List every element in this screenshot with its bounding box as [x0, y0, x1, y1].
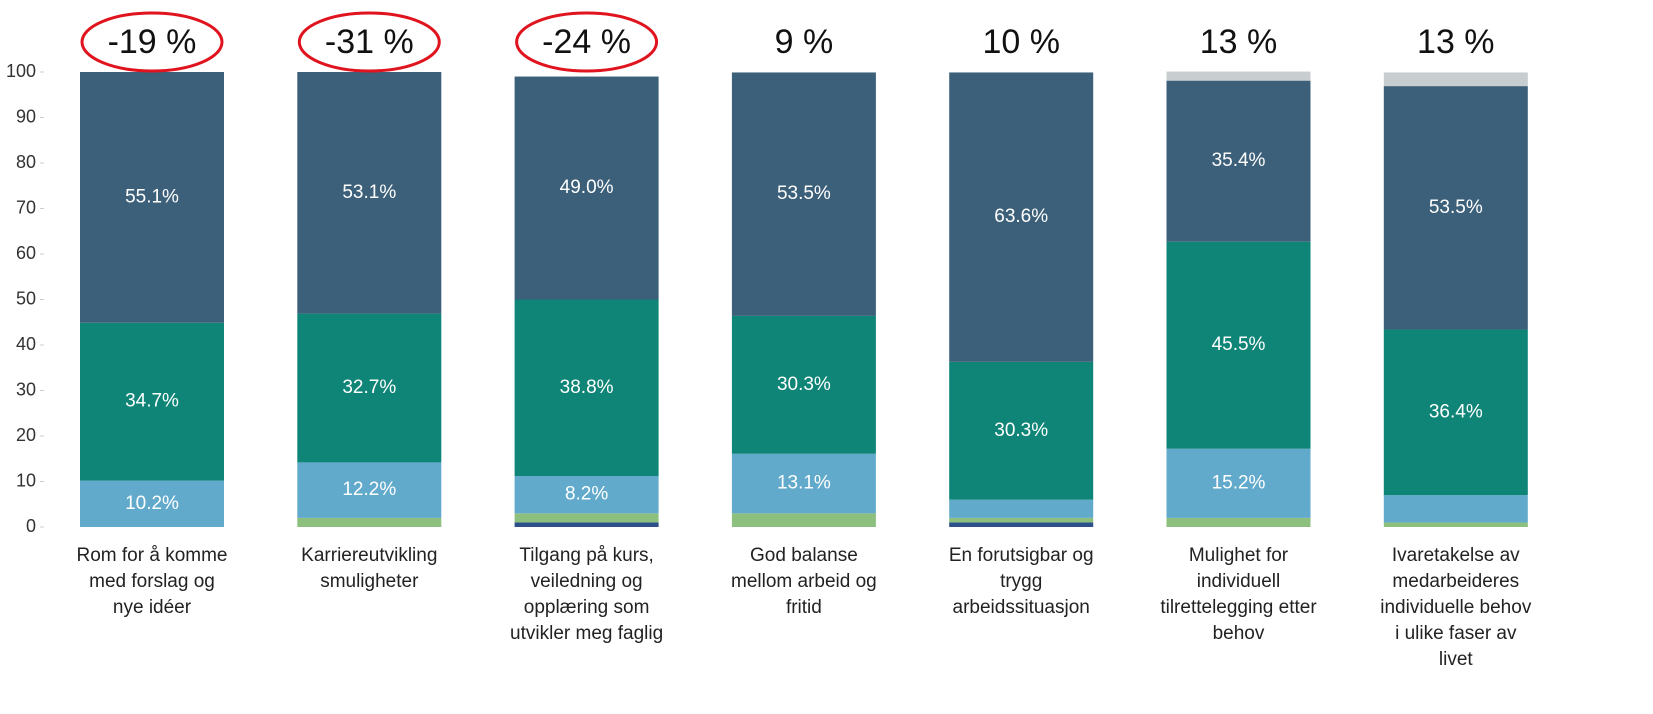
y-tick-label: 20 — [16, 425, 36, 445]
y-tick-label: 40 — [16, 334, 36, 354]
bar-segment — [1166, 71, 1311, 81]
y-tick-label: 30 — [16, 379, 36, 399]
value-label: 10.2% — [125, 493, 179, 514]
annotation: 10 % — [982, 23, 1060, 61]
x-tick-label: Rom for å komme med forslag og nye idéer — [76, 545, 228, 618]
value-label: 35.4% — [1212, 150, 1266, 171]
bar-segment — [297, 517, 442, 527]
bar-segment — [731, 513, 876, 527]
bar-segment — [514, 76, 659, 300]
x-tick-label: Tilgang på kurs, veiledning og opplæring… — [510, 545, 664, 644]
annotation: 13 % — [1417, 23, 1495, 61]
bar-segment — [514, 476, 659, 514]
bar-segment — [949, 517, 1094, 523]
bar-segment — [1383, 522, 1528, 527]
value-label: 13.1% — [777, 473, 831, 494]
y-tick-label: 70 — [16, 197, 36, 217]
y-tick-label: 10 — [16, 470, 36, 490]
bar-segment — [297, 72, 442, 314]
bar-segment — [731, 315, 876, 454]
value-label: 49.0% — [560, 177, 614, 198]
bar-segment — [1383, 329, 1528, 496]
annotation-circle — [80, 11, 224, 73]
bar-segment — [949, 72, 1094, 362]
bar-segment — [514, 299, 659, 477]
bar-segment — [949, 361, 1094, 500]
bar-segment — [1383, 86, 1528, 330]
y-tick-label: 80 — [16, 152, 36, 172]
value-label: 30.3% — [994, 420, 1048, 441]
bar-segment — [1166, 448, 1311, 518]
value-label: 30.3% — [777, 374, 831, 395]
bar-segment — [1383, 495, 1528, 523]
bar-segment — [949, 499, 1094, 518]
bar-segment — [1383, 72, 1528, 87]
annotation: -31 % — [325, 23, 414, 61]
bar-segment — [80, 480, 224, 527]
bar-segment — [1166, 241, 1311, 449]
x-tick-label: Mulighet for individuell tilrettelegging… — [1160, 545, 1317, 644]
value-label: 34.7% — [125, 391, 179, 412]
annotation: -24 % — [542, 23, 631, 61]
annotation-circle — [297, 11, 441, 73]
bar-segment — [297, 313, 442, 463]
value-label: 53.1% — [342, 182, 396, 203]
y-tick-label: 50 — [16, 288, 36, 308]
bar-segment — [514, 522, 659, 527]
value-label: 36.4% — [1429, 401, 1483, 422]
bar-segment — [80, 72, 224, 323]
y-tick-label: 90 — [16, 106, 36, 126]
value-label: 12.2% — [342, 479, 396, 500]
value-label: 45.5% — [1212, 334, 1266, 355]
x-tick-label: God balanse mellom arbeid og fritid — [731, 545, 877, 618]
value-label: 53.5% — [1429, 197, 1483, 218]
value-label: 32.7% — [342, 377, 396, 398]
annotation: -19 % — [108, 23, 197, 61]
bar-segment — [297, 462, 442, 518]
bar-segment — [80, 322, 224, 481]
bar-segment — [731, 453, 876, 514]
x-tick-label: Karriereutvikling smuligheter — [301, 545, 438, 592]
bar-segment — [1166, 517, 1311, 527]
bar-segment — [731, 72, 876, 316]
annotation: 13 % — [1200, 23, 1278, 61]
bar-segment — [514, 513, 659, 523]
bar-segment — [949, 522, 1094, 527]
value-label: 55.1% — [125, 186, 179, 207]
value-label: 15.2% — [1212, 472, 1266, 493]
x-tick-label: En forutsigbar og trygg arbeidssituasjon — [948, 545, 1094, 618]
annotation: 9 % — [775, 23, 834, 61]
value-label: 38.8% — [560, 377, 614, 398]
value-label: 8.2% — [565, 484, 608, 505]
y-tick-label: 100 — [6, 61, 36, 81]
y-tick-label: 0 — [26, 516, 36, 536]
y-tick-label: 60 — [16, 243, 36, 263]
value-label: 63.6% — [994, 206, 1048, 227]
value-label: 53.5% — [777, 183, 831, 204]
annotation-circle — [515, 11, 659, 73]
bar-segment — [1166, 80, 1311, 242]
x-tick-label: Ivaretakelse av medarbeideres individuel… — [1380, 545, 1532, 670]
